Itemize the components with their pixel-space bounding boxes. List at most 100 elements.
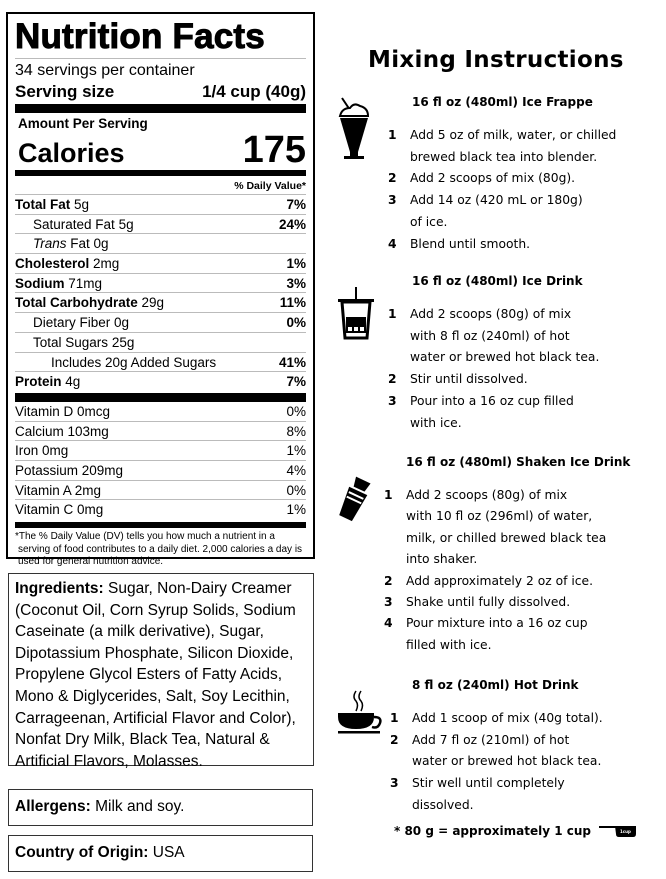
origin-text: USA [148, 844, 185, 861]
nutrient-name: Protein 4g [15, 372, 80, 392]
step-line: Add 14 oz (420 mL or 180g) [410, 193, 583, 208]
vitamin-row: Vitamin C 0mg 1% [15, 500, 306, 520]
vitamin-name: Vitamin C 0mg [15, 502, 104, 518]
nutrient-label: Includes 20g Added Sugars [51, 354, 217, 370]
vitamin-name: Calcium 103mg [15, 423, 109, 439]
step-text: Add 1 scoop of mix (40g total). [412, 708, 603, 730]
step-text: Add 2 scoops (80g) of mix with 8 fl oz (2… [410, 304, 599, 369]
vitamin-row: Iron 0mg 1% [15, 441, 306, 461]
milkshake-icon [336, 96, 372, 166]
step-number: 1 [390, 711, 399, 725]
step-item: 3 Shake until fully dissolved. [332, 592, 662, 613]
step-line: dissolved. [412, 797, 474, 812]
cup-note-text: * 80 g = approximately 1 cup [394, 824, 591, 838]
step-line: into shaker. [406, 552, 478, 567]
footnote: *The % Daily Value (DV) tells you how mu… [15, 531, 303, 567]
divider [15, 170, 306, 176]
nutrient-name: Total Sugars 25g [15, 333, 134, 352]
nutrient-name: Includes 20g Added Sugars [15, 353, 216, 372]
step-line: filled with ice. [406, 637, 492, 652]
step-line: Add 2 scoops of mix (80g). [410, 171, 576, 186]
step-line: Pour mixture into a 16 oz cup [406, 616, 588, 631]
step-number: 3 [390, 776, 399, 791]
step-line: brewed black tea into blender. [410, 149, 598, 164]
allergens-label: Allergens: [15, 798, 91, 815]
calories: Calories 175 [15, 131, 306, 169]
nutrient-daily-value: 11% [279, 295, 306, 311]
step-number: 1 [388, 128, 397, 142]
nutrient-label: Total Fat [15, 197, 71, 212]
step-line: Pour into a 16 oz cup filled [410, 393, 574, 408]
vitamin-row: Calcium 103mg 8% [15, 422, 306, 442]
vitamin-row: Vitamin D 0mcg 0% [15, 402, 306, 422]
step-number: 4 [384, 616, 393, 631]
vitamin-daily-value: 0% [286, 403, 306, 419]
step-item: 2 Stir until dissolved. [332, 369, 662, 391]
divider [15, 522, 306, 528]
step-number: 1 [384, 488, 393, 502]
nutrient-name: Trans Fat 0g [15, 234, 109, 253]
amount-per-serving: Amount Per Serving [18, 116, 148, 131]
divider [15, 104, 306, 113]
instruction-section: 16 fl oz (480ml) Shaken Ice Drink 1 Add 2 … [332, 454, 662, 656]
nutrition-title: Nutrition Facts [15, 17, 306, 59]
nutrient-daily-value: 24% [278, 216, 306, 232]
nutrient-row: Includes 20g Added Sugars 41% [15, 353, 306, 373]
step-line: with ice. [410, 415, 462, 430]
origin-box: Country of Origin: USA [8, 835, 313, 872]
vitamin-daily-value: 4% [286, 462, 306, 478]
nutrient-daily-value: 7% [286, 197, 306, 212]
servings-per-container: 34 servings per container [15, 62, 195, 79]
nutrient-daily-value: 7% [286, 374, 306, 390]
step-text: Stir until dissolved. [410, 369, 528, 391]
step-line: Stir well until completely [412, 776, 565, 791]
vitamin-daily-value: 1% [286, 443, 306, 459]
step-text: Pour into a 16 oz cup filled with ice. [410, 391, 574, 434]
nutrient-row: Protein 4g 7% [15, 372, 306, 392]
nutrient-name: Total Carbohydrate 29g [15, 293, 164, 312]
vitamin-list: Vitamin D 0mcg 0% Calcium 103mg 8% Iron 0mg 1… [15, 402, 306, 520]
vitamin-name: Iron 0mg [15, 443, 69, 459]
nutrient-amount: 5g [74, 197, 90, 212]
nutrient-row: Dietary Fiber 0g 0% [15, 313, 306, 333]
step-number: 4 [388, 236, 397, 251]
instruction-section: 8 fl oz (240ml) Hot Drink 1 Add 1 scoop of… [332, 677, 662, 817]
step-line: Stir until dissolved. [410, 372, 528, 387]
nutrient-label: Total Sugars [33, 334, 109, 350]
step-number: 3 [388, 193, 397, 208]
step-text: Add 7 fl oz (210ml) of hot water or brewe… [412, 730, 601, 773]
nutrient-name: Total Fat 5g [15, 195, 89, 214]
step-item: 1 Add 5 oz of milk, water, or chilled brew… [332, 125, 662, 168]
step-number: 2 [388, 171, 397, 186]
nutrient-label: Saturated Fat [33, 216, 115, 232]
vitamin-row: Potassium 209mg 4% [15, 461, 306, 481]
cup-note: * 80 g = approximately 1 cup 1cup [394, 824, 637, 838]
nutrition-facts-panel: Nutrition Facts 34 servings per containe… [6, 12, 315, 567]
nutrient-name: Saturated Fat 5g [15, 215, 134, 234]
step-line: Add 2 scoops (80g) of mix [410, 307, 572, 321]
step-line: water or brewed hot black tea. [410, 350, 600, 365]
vitamin-daily-value: 8% [286, 423, 306, 439]
step-text: Add 2 scoops of mix (80g). [410, 168, 575, 190]
nutrient-amount: 4g [65, 374, 81, 390]
step-number: 2 [388, 372, 397, 387]
step-line: with 8 fl oz (240ml) of hot [410, 328, 570, 343]
nutrient-list: Total Fat 5g 7% Saturated Fat 5g 24% Trans F… [15, 195, 306, 392]
step-text: Add 5 oz of milk, water, or chilled brewe… [410, 125, 616, 168]
daily-value-header: % Daily Value* [15, 178, 306, 195]
nutrient-amount: 29g [141, 295, 165, 311]
shaker-icon [336, 474, 372, 530]
nutrient-amount: 25g [111, 334, 135, 350]
step-text: Blend until smooth. [410, 234, 530, 256]
instruction-section: 16 fl oz (480ml) Ice Drink 1 Add 2 scoops … [332, 273, 662, 434]
serving-size-label: Serving size [15, 82, 115, 101]
step-item: 3 Stir well until completely dissolved. [332, 773, 662, 816]
calories-label: Calories [18, 138, 125, 168]
nutrient-label: Total Carbohydrate [15, 295, 138, 311]
iced-drink-icon [336, 287, 376, 345]
step-item: 3 Pour into a 16 oz cup filled with ice. [332, 391, 662, 434]
nutrient-label: Trans [33, 236, 67, 252]
step-line: milk, or chilled brewed black tea [406, 530, 607, 545]
nutrient-row: Saturated Fat 5g 24% [15, 215, 306, 235]
step-item: 4 Pour mixture into a 16 oz cup filled wit… [332, 613, 662, 656]
